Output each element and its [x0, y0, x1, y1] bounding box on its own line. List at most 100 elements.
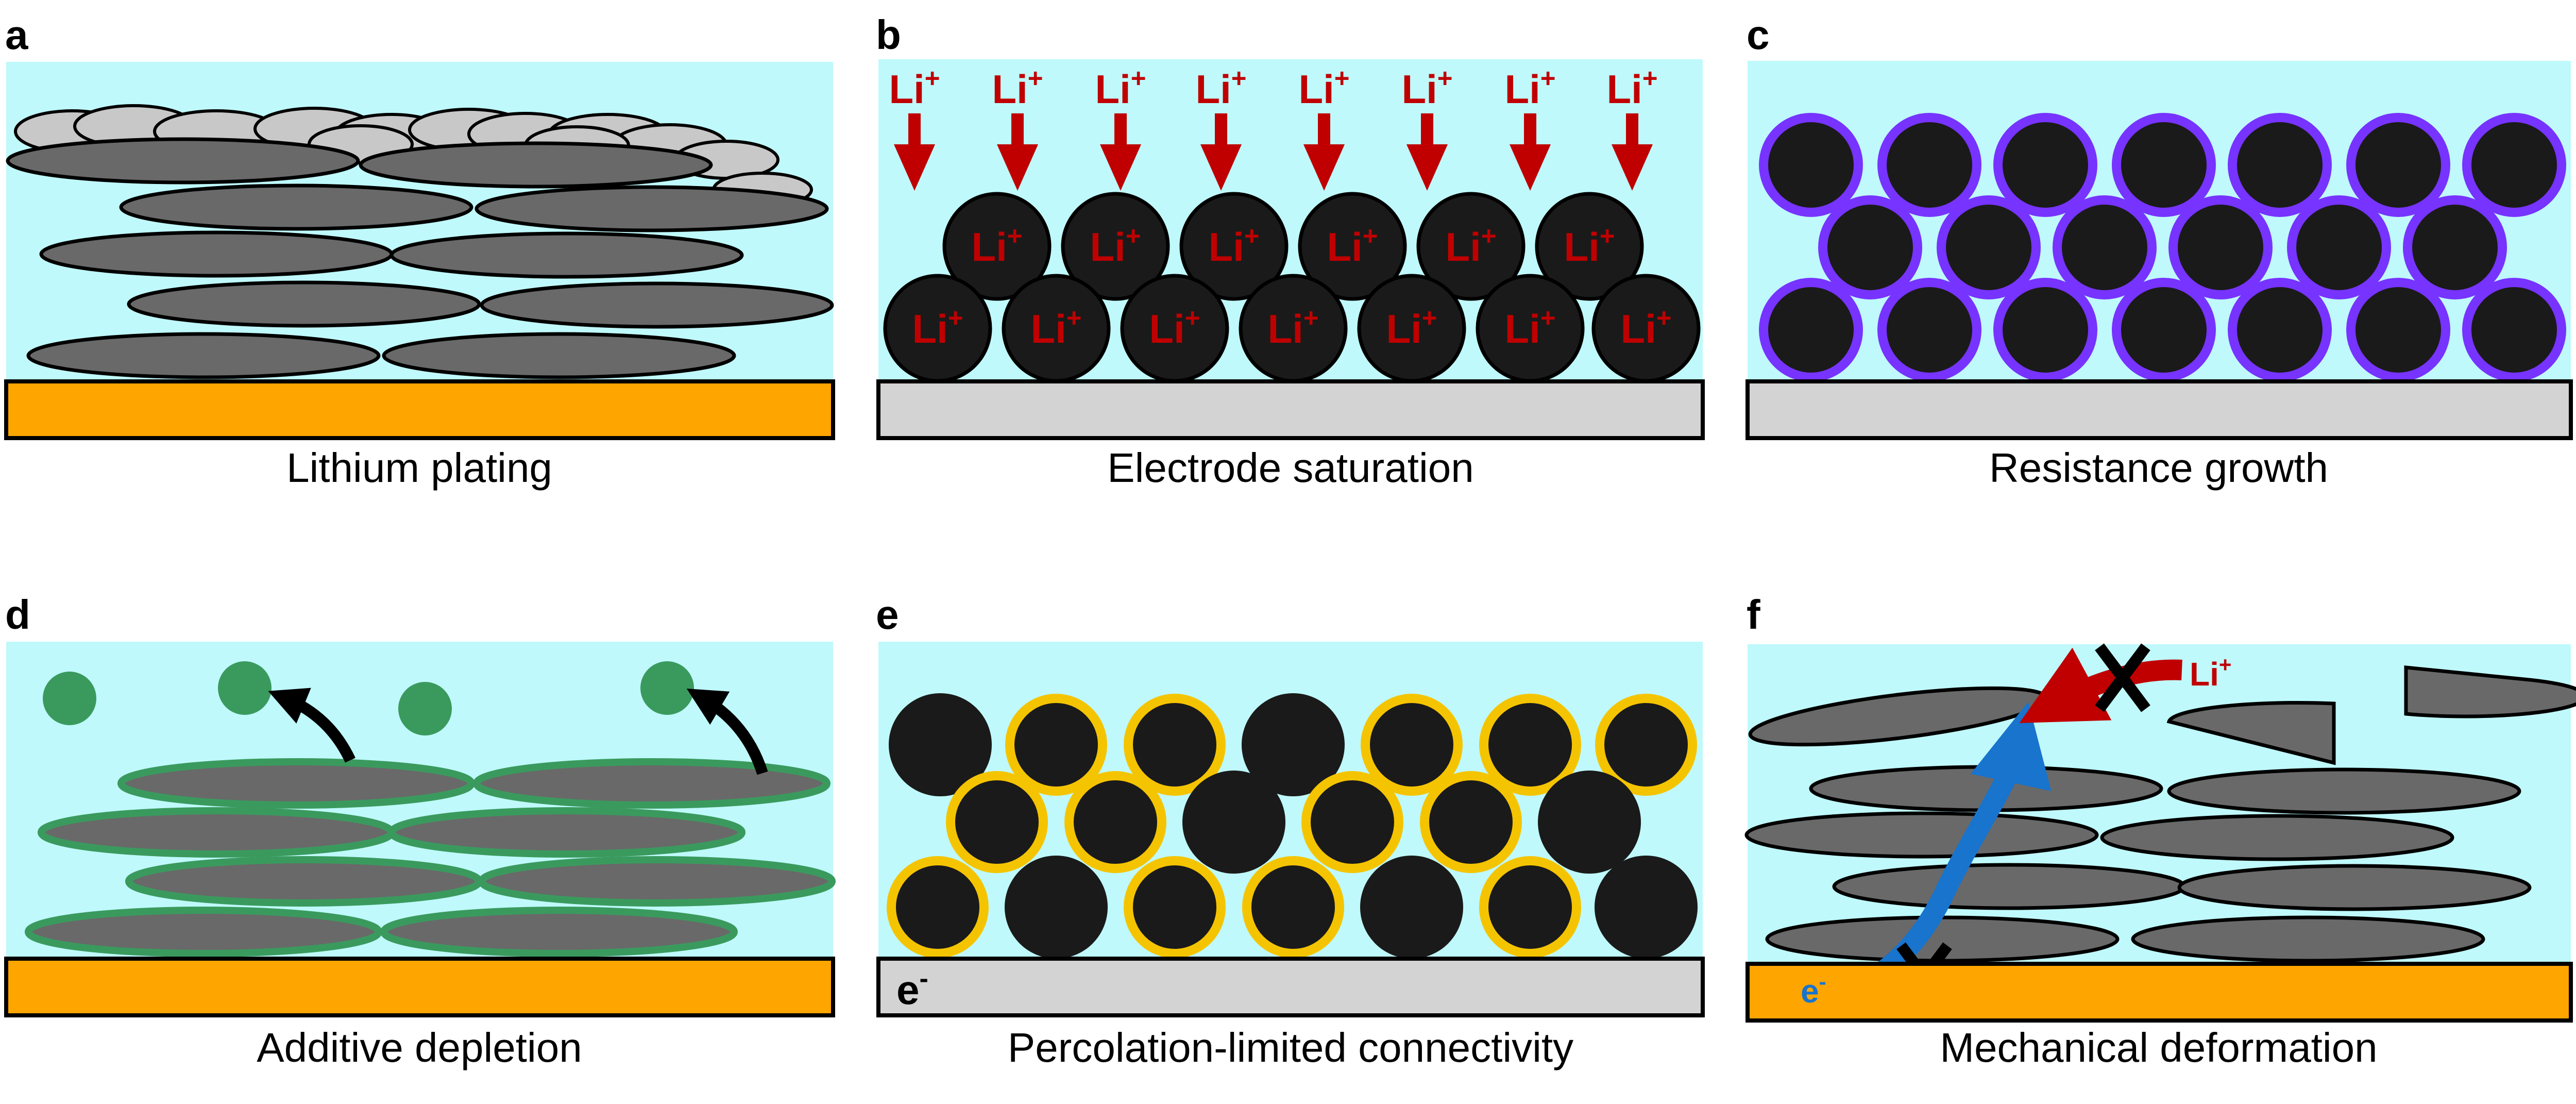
panel-letter: d — [5, 592, 30, 638]
conductive-coated-particle — [1479, 856, 1581, 958]
lithium-ion-arrow: Li+ — [889, 63, 940, 191]
graphite-flake — [26, 332, 381, 379]
particle-lithium-label: Li+ — [1504, 303, 1555, 352]
particle-lithium-label: Li+ — [1090, 221, 1141, 270]
graphite-flake — [380, 907, 738, 957]
panel-caption: Electrode saturation — [1107, 445, 1474, 491]
blocked-cross-icon — [2095, 643, 2150, 712]
conductive-coated-particle — [1301, 771, 1403, 873]
current-collector — [876, 957, 1705, 1017]
particle-lithium-label: Li+ — [1267, 303, 1318, 352]
graphite-flake — [127, 280, 481, 328]
additive-particle — [43, 672, 96, 725]
particle-lithium-label: Li+ — [1327, 221, 1378, 270]
lithium-ion-arrow: Li+ — [992, 63, 1043, 191]
graphite-flake — [473, 758, 831, 809]
additive-release-arrow — [268, 688, 355, 763]
panel-caption: Percolation-limited connectivity — [1008, 1025, 1573, 1070]
particle-lithium-label: Li+ — [912, 303, 963, 352]
lithium-ion-arrow: Li+ — [1095, 63, 1146, 191]
coated-particle — [2462, 278, 2566, 382]
saturated-particle: Li+ — [942, 192, 1052, 301]
graphite-flakes — [6, 137, 834, 379]
current-collector — [1745, 379, 2573, 440]
current-collector — [876, 379, 1705, 440]
graphite-flake — [1832, 863, 2187, 910]
graphite-flake — [2100, 814, 2454, 861]
panel-c: c Resistance growth — [1745, 12, 2573, 491]
lithium-ion-label: Li+ — [1401, 63, 1452, 112]
copper-current-collector — [4, 957, 835, 1017]
graphite-flake — [25, 907, 382, 957]
saturated-particle: Li+ — [1061, 192, 1170, 301]
particle-lithium-label: Li+ — [1208, 221, 1259, 270]
saturated-particle: Li+ — [1476, 274, 1585, 383]
conductive-coated-particle — [1124, 694, 1226, 796]
cracked-flake-fragment — [2166, 700, 2336, 765]
coated-particle — [2462, 113, 2566, 217]
graphite-flake — [119, 183, 473, 231]
saturated-particle: Li+ — [1239, 274, 1348, 383]
lithium-ion-arrows: Li+ Li+ Li+ Li+ Li+ Li+ Li+ Li+ — [889, 63, 1658, 191]
graphite-flake — [39, 230, 394, 278]
graphite-flake — [474, 185, 829, 232]
panel-letter: b — [876, 12, 901, 58]
coated-particle — [2168, 195, 2273, 299]
particle-lithium-label: Li+ — [1620, 303, 1671, 352]
coated-particle — [1877, 278, 1981, 382]
additive-particles — [43, 661, 694, 735]
lithium-ion-arrow: Li+ — [1298, 63, 1350, 191]
particle-lithium-label: Li+ — [971, 221, 1022, 270]
uncoated-particle — [1182, 771, 1285, 874]
coated-particle — [2112, 113, 2216, 217]
particle-lithium-label: Li+ — [1386, 303, 1437, 352]
coated-particle — [1993, 278, 2097, 382]
saturated-particle: Li+ — [1002, 274, 1111, 383]
panel-f: f e- Li+ Mechanical deformation — [1744, 592, 2576, 1070]
coated-particle — [1993, 113, 2097, 217]
particle-lithium-label: Li+ — [1445, 221, 1496, 270]
lithium-ion-arrow: Li+ — [1401, 63, 1453, 191]
particle-lithium-label: Li+ — [1030, 303, 1081, 352]
resistive-coated-particles — [1759, 113, 2566, 382]
conductive-coated-particle — [1005, 694, 1107, 796]
percolation-particles — [887, 693, 1698, 959]
uncoated-particle — [1005, 856, 1108, 959]
graphite-flake — [1744, 811, 2099, 859]
saturated-particle: Li+ — [1591, 274, 1701, 383]
coated-particle — [1818, 195, 1922, 299]
graphite-flake — [478, 856, 836, 907]
graphite-flake — [38, 807, 395, 858]
conductive-coated-particle — [887, 856, 989, 958]
saturated-particle: Li+ — [1298, 192, 1407, 301]
particle-lithium-label: Li+ — [1564, 221, 1615, 270]
uncoated-particle — [1242, 693, 1345, 796]
additive-particle — [218, 661, 272, 715]
particle-lithium-label: Li+ — [1149, 303, 1200, 352]
additive-particle — [398, 682, 452, 735]
graphite-flake — [2131, 915, 2485, 963]
conductive-coated-particle — [1242, 856, 1344, 958]
graphite-flakes — [25, 758, 836, 957]
uncoated-particle — [1360, 856, 1463, 959]
panel-a: a Lithium plating — [4, 12, 835, 491]
electron-label: e- — [896, 964, 928, 1013]
electron-label: e- — [1801, 969, 1826, 1010]
coated-particle — [2287, 195, 2391, 299]
panel-e: e e- Percolation-limited connectivity — [876, 592, 1705, 1070]
conductive-coated-particle — [946, 771, 1048, 873]
graphite-flake — [359, 141, 713, 189]
graphite-flake — [2167, 767, 2521, 815]
graphite-flake — [117, 758, 475, 809]
coated-particle — [2228, 113, 2332, 217]
conductive-coated-particle — [1479, 694, 1581, 796]
lithium-ion-label: Li+ — [2190, 653, 2231, 693]
graphite-flake — [6, 137, 360, 185]
lithium-ion-label: Li+ — [1606, 63, 1657, 112]
coated-particle — [1937, 195, 2041, 299]
saturated-particle: Li+ — [1416, 192, 1526, 301]
conductive-coated-particle — [1595, 694, 1697, 796]
lithium-ion-label: Li+ — [889, 63, 940, 112]
coated-particle — [1759, 278, 1863, 382]
graphite-flake — [480, 281, 834, 329]
